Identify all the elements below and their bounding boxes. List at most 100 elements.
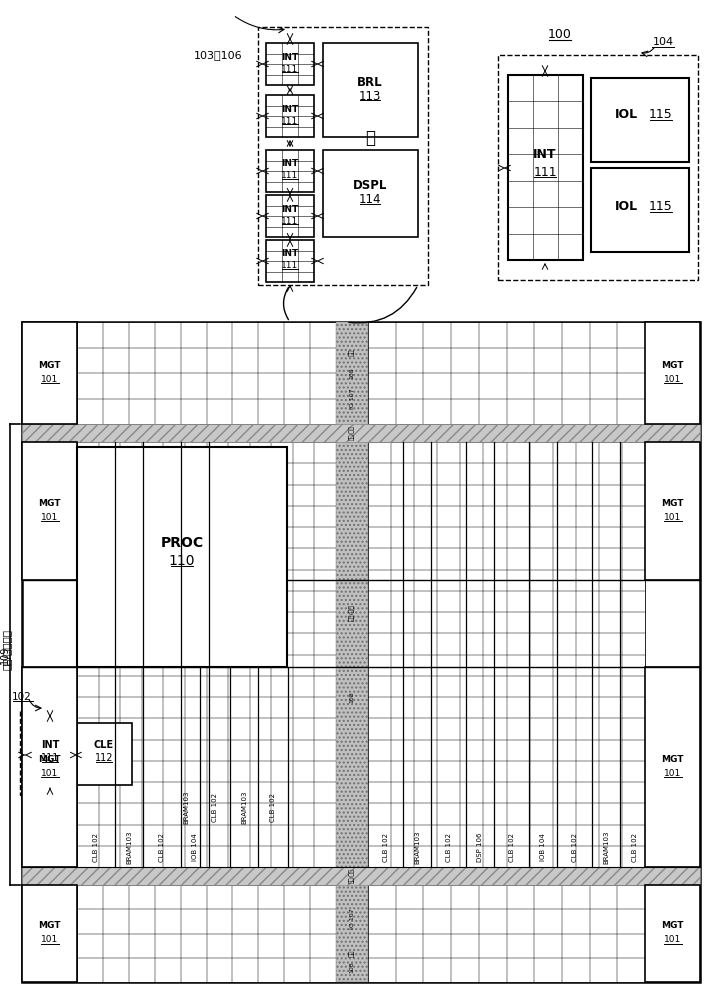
Text: 101: 101	[664, 512, 681, 522]
Text: CLE: CLE	[94, 740, 114, 750]
Text: 配置/时钟: 配置/时钟	[349, 869, 355, 883]
Bar	[266, 150, 314, 192]
Text: INT: INT	[282, 104, 299, 113]
Text: 115: 115	[649, 108, 673, 121]
Text: 顶端: 顶端	[349, 349, 355, 356]
Text: 111: 111	[282, 217, 299, 226]
Text: IOL: IOL	[614, 108, 638, 121]
Text: INT: INT	[282, 205, 299, 214]
Bar	[77, 447, 287, 667]
Text: 108: 108	[349, 367, 355, 379]
Bar	[508, 75, 583, 260]
Text: 115: 115	[649, 200, 673, 214]
Text: 111: 111	[282, 64, 299, 74]
Text: 100: 100	[548, 28, 572, 41]
Text: 108: 108	[349, 691, 355, 703]
Text: 111: 111	[41, 753, 59, 763]
Text: 101: 101	[41, 768, 58, 778]
Text: MGT: MGT	[38, 921, 61, 930]
Text: DSP 106: DSP 106	[477, 832, 483, 862]
Bar	[266, 240, 314, 282]
Text: 111: 111	[282, 261, 299, 270]
Text: IOB 104: IOB 104	[192, 833, 198, 861]
Bar	[77, 442, 336, 867]
Bar	[77, 322, 336, 424]
Text: MGT: MGT	[38, 498, 61, 508]
Bar	[323, 150, 418, 237]
Bar	[22, 867, 700, 885]
Text: 102: 102	[12, 692, 32, 702]
Text: 111: 111	[282, 116, 299, 125]
Bar	[22, 667, 77, 867]
Text: 101: 101	[41, 512, 58, 522]
Text: PROC: PROC	[160, 536, 204, 550]
Bar	[266, 95, 314, 137]
Text: 101: 101	[664, 374, 681, 383]
Bar	[368, 885, 645, 982]
Bar	[645, 667, 700, 867]
Bar	[28, 723, 72, 785]
Text: CLB 102: CLB 102	[93, 832, 99, 861]
Text: CLB 102: CLB 102	[212, 792, 218, 822]
Bar	[645, 885, 700, 982]
Bar	[498, 55, 698, 280]
Bar	[22, 322, 77, 424]
Text: 111: 111	[282, 172, 299, 180]
Bar	[266, 195, 314, 237]
Text: CLB 102: CLB 102	[632, 832, 638, 861]
Bar	[77, 723, 132, 785]
Text: 或: 或	[365, 129, 375, 147]
Text: 110: 110	[169, 554, 195, 568]
Text: BRAM103: BRAM103	[603, 830, 609, 864]
Text: 101: 101	[41, 374, 58, 383]
Text: 101: 101	[664, 768, 681, 778]
Text: BRL: BRL	[357, 76, 383, 89]
Text: CLB 102: CLB 102	[383, 832, 389, 861]
Bar	[77, 885, 336, 982]
Text: 配置/时钟分布: 配置/时钟分布	[2, 630, 12, 670]
Text: IO 107: IO 107	[349, 909, 355, 929]
Text: IOL: IOL	[614, 200, 638, 214]
Bar	[323, 43, 418, 137]
Bar	[591, 168, 689, 252]
Bar	[20, 710, 150, 795]
Text: BRAM103: BRAM103	[126, 830, 132, 864]
Text: 109: 109	[0, 645, 10, 664]
Text: BRAM103: BRAM103	[414, 830, 420, 864]
Text: BRAM103: BRAM103	[241, 790, 247, 824]
Bar	[22, 442, 77, 580]
Bar	[336, 322, 368, 982]
Bar	[266, 43, 314, 85]
Bar	[645, 442, 700, 580]
Text: 101: 101	[41, 935, 58, 944]
Bar	[591, 78, 689, 162]
Text: 101: 101	[664, 935, 681, 944]
Text: MGT: MGT	[661, 498, 684, 508]
Text: 配置/时钟: 配置/时钟	[349, 603, 355, 621]
Text: INT: INT	[282, 159, 299, 168]
Text: INT: INT	[41, 740, 59, 750]
Text: 108: 108	[349, 962, 355, 973]
Bar	[368, 442, 645, 867]
Text: 112: 112	[95, 753, 113, 763]
Text: IOB 104: IOB 104	[540, 833, 546, 861]
Text: MGT: MGT	[38, 754, 61, 764]
Text: CLB 102: CLB 102	[270, 792, 276, 822]
Text: INT: INT	[534, 148, 557, 161]
Text: DSPL: DSPL	[353, 179, 387, 192]
Text: 104: 104	[653, 37, 674, 47]
Bar	[22, 322, 700, 982]
Text: 底端: 底端	[349, 949, 355, 957]
Text: MGT: MGT	[661, 754, 684, 764]
Text: 114: 114	[359, 193, 381, 206]
Text: INT: INT	[282, 249, 299, 258]
Text: MGT: MGT	[38, 360, 61, 369]
Bar	[645, 322, 700, 424]
Bar	[368, 322, 645, 424]
Text: 111: 111	[533, 165, 557, 178]
Text: CLB 102: CLB 102	[509, 832, 515, 861]
Text: CLB 102: CLB 102	[159, 832, 165, 861]
Text: CLB 102: CLB 102	[446, 832, 452, 861]
Text: MGT: MGT	[661, 921, 684, 930]
Text: 配置/时钟: 配置/时钟	[349, 426, 355, 440]
